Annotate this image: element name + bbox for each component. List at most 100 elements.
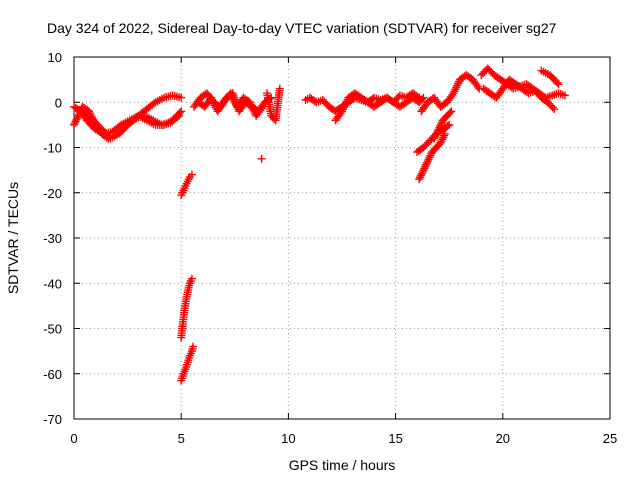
- data-point: [421, 162, 430, 171]
- data-point: [443, 122, 452, 131]
- data-point: [89, 116, 98, 125]
- data-point: [85, 107, 94, 116]
- chart-title: Day 324 of 2022, Sidereal Day-to-day VTE…: [47, 20, 557, 36]
- data-point: [445, 120, 454, 129]
- data-point: [437, 137, 446, 146]
- y-tick-label: -70: [43, 412, 62, 427]
- data-point: [70, 119, 79, 128]
- y-tick-label: -50: [43, 322, 62, 337]
- data-point: [449, 89, 458, 98]
- data-point: [415, 175, 424, 184]
- data-point: [440, 131, 449, 140]
- data-point: [73, 113, 82, 122]
- data-point: [71, 117, 80, 126]
- data-point: [177, 107, 186, 116]
- x-tick-label: 15: [388, 431, 402, 446]
- grid: [74, 57, 610, 419]
- x-tick-label: 5: [178, 431, 185, 446]
- data-point: [187, 274, 196, 283]
- data-point: [229, 95, 238, 104]
- y-tick-label: -20: [43, 186, 62, 201]
- data-point: [418, 95, 427, 104]
- data-point: [86, 111, 95, 120]
- data-point: [554, 80, 563, 89]
- data-point: [431, 130, 440, 139]
- data-point: [420, 164, 429, 173]
- data-point: [227, 91, 236, 100]
- data-point: [438, 135, 447, 144]
- data-point: [418, 167, 427, 176]
- data-point: [453, 81, 462, 90]
- data-point: [209, 99, 218, 108]
- data-point: [85, 109, 94, 118]
- data-point: [247, 102, 256, 111]
- data-point: [454, 79, 463, 88]
- data-point: [445, 108, 454, 117]
- data-point: [339, 103, 348, 112]
- y-tick-label: -60: [43, 367, 62, 382]
- data-point: [432, 129, 441, 138]
- data-point: [422, 160, 431, 169]
- data-point: [72, 115, 81, 124]
- y-axis-label: SDTVAR / TECUs: [5, 182, 21, 294]
- data-point: [342, 97, 351, 106]
- data-point: [417, 169, 426, 178]
- data-point: [436, 121, 445, 130]
- data-point: [548, 103, 557, 112]
- data-point: [431, 132, 440, 141]
- x-tick-label: 20: [496, 431, 510, 446]
- x-axis-label: GPS time / hours: [289, 457, 396, 473]
- data-point: [338, 105, 347, 114]
- data-point: [75, 110, 84, 119]
- x-tick-label: 10: [281, 431, 295, 446]
- data-point: [275, 84, 284, 93]
- data-point: [439, 133, 448, 142]
- y-tick-label: 10: [48, 50, 62, 65]
- y-tick-label: -30: [43, 231, 62, 246]
- data-point: [70, 120, 78, 129]
- data-point: [187, 170, 196, 179]
- data-point: [228, 93, 237, 102]
- data-point: [248, 104, 257, 113]
- data-point: [434, 125, 443, 134]
- data-point: [340, 101, 349, 110]
- data-points: [70, 64, 569, 385]
- data-point: [245, 98, 254, 107]
- data-point: [188, 342, 197, 351]
- data-point: [209, 97, 218, 106]
- data-point: [208, 95, 217, 104]
- x-tick-label: 0: [70, 431, 77, 446]
- ticks: 0 5 10 15 20 25 10 0 -10 -20 -30 -40 -50 -60 -70: [43, 50, 617, 446]
- data-point: [550, 105, 559, 114]
- data-point: [422, 158, 431, 167]
- data-point: [104, 134, 113, 143]
- data-point: [74, 111, 83, 120]
- data-point: [207, 93, 216, 102]
- data-point: [416, 171, 425, 180]
- data-point: [177, 93, 186, 102]
- data-point: [257, 154, 266, 163]
- data-point: [102, 133, 111, 142]
- y-tick-label: 0: [55, 95, 62, 110]
- data-point: [419, 166, 428, 175]
- data-point: [430, 134, 439, 143]
- y-tick-label: -10: [43, 141, 62, 156]
- data-point: [226, 89, 235, 98]
- data-point: [436, 138, 445, 147]
- data-point: [433, 127, 442, 136]
- data-point: [424, 155, 433, 164]
- data-point: [416, 173, 425, 182]
- data-point: [258, 102, 267, 111]
- data-point: [435, 123, 444, 132]
- y-tick-label: -40: [43, 276, 62, 291]
- data-point: [447, 107, 456, 116]
- data-point: [341, 99, 350, 108]
- data-point: [423, 157, 432, 166]
- data-point: [87, 113, 96, 122]
- data-point: [452, 83, 461, 92]
- data-point: [257, 104, 266, 113]
- data-point: [76, 108, 85, 117]
- data-point: [473, 82, 482, 91]
- data-point: [338, 107, 346, 116]
